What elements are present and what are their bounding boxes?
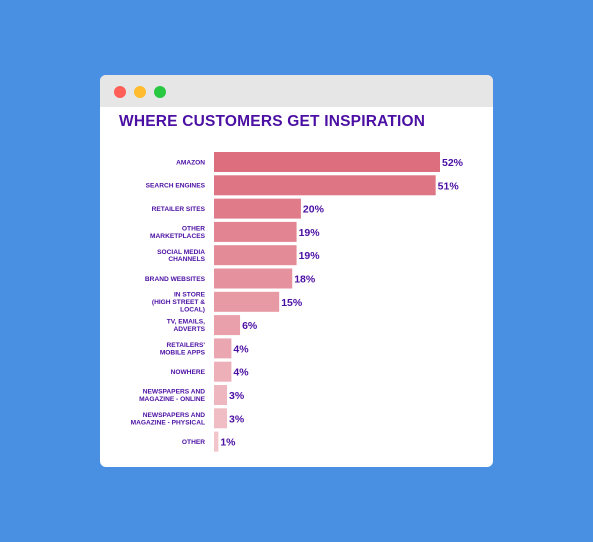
bar-9 bbox=[214, 361, 232, 382]
bar-8 bbox=[214, 338, 232, 359]
bar-10 bbox=[214, 385, 228, 405]
category-label-2: RETAILER SITES bbox=[152, 206, 206, 213]
minimize-button[interactable] bbox=[134, 86, 146, 98]
category-label-10: NEWSPAPERS AND MAGAZINE - ONLINE bbox=[139, 389, 206, 403]
browser-window: WHERE CUSTOMERS GET INSPIRATION 52% AMAZO… bbox=[100, 75, 493, 467]
value-label-5: 18% bbox=[294, 274, 316, 286]
bar-12 bbox=[214, 431, 219, 452]
category-label-12: OTHER bbox=[182, 439, 205, 446]
bar-2 bbox=[214, 198, 301, 219]
chart-title: WHERE CUSTOMERS GET INSPIRATION bbox=[119, 113, 426, 130]
value-label-8: 4% bbox=[233, 343, 249, 355]
category-label-8: RETAILERS' MOBILE APPS bbox=[160, 342, 206, 356]
category-label-0: AMAZON bbox=[176, 159, 205, 166]
category-label-4: SOCIAL MEDIA CHANNELS bbox=[157, 249, 205, 263]
value-label-9: 4% bbox=[233, 367, 249, 379]
bar-1 bbox=[214, 175, 436, 196]
window-titlebar bbox=[100, 75, 493, 107]
value-label-10: 3% bbox=[229, 390, 245, 402]
bar-6 bbox=[214, 291, 280, 312]
maximize-button[interactable] bbox=[154, 86, 166, 98]
value-label-12: 1% bbox=[220, 437, 236, 449]
bar-11 bbox=[214, 408, 228, 429]
category-label-3: OTHER MARKETPLACES bbox=[150, 226, 206, 240]
category-label-6: IN STORE (HIGH STREET & LOCAL) bbox=[152, 292, 206, 314]
value-label-4: 19% bbox=[299, 250, 321, 262]
bar-5 bbox=[214, 268, 293, 289]
value-label-1: 51% bbox=[438, 180, 460, 192]
bar-3 bbox=[214, 221, 297, 242]
value-label-7: 6% bbox=[242, 320, 258, 332]
value-label-6: 15% bbox=[281, 297, 303, 309]
bar-4 bbox=[214, 245, 297, 266]
category-label-9: NOWHERE bbox=[171, 369, 206, 376]
value-label-11: 3% bbox=[229, 413, 245, 425]
bar-7 bbox=[214, 315, 241, 336]
close-button[interactable] bbox=[114, 86, 126, 98]
value-label-3: 19% bbox=[299, 227, 321, 239]
bar-chart: 52% AMAZON 51% SEARCH ENGINES 20% RETAILER SI… bbox=[131, 152, 464, 452]
category-label-1: SEARCH ENGINES bbox=[146, 183, 206, 190]
category-label-11: NEWSPAPERS AND MAGAZINE - PHYSICAL bbox=[131, 412, 206, 426]
value-label-0: 52% bbox=[442, 157, 464, 169]
value-label-2: 20% bbox=[303, 204, 325, 216]
category-label-5: BRAND WEBSITES bbox=[145, 276, 206, 283]
category-label-7: TV, EMAILS, ADVERTS bbox=[167, 319, 206, 333]
bar-0 bbox=[214, 152, 440, 172]
